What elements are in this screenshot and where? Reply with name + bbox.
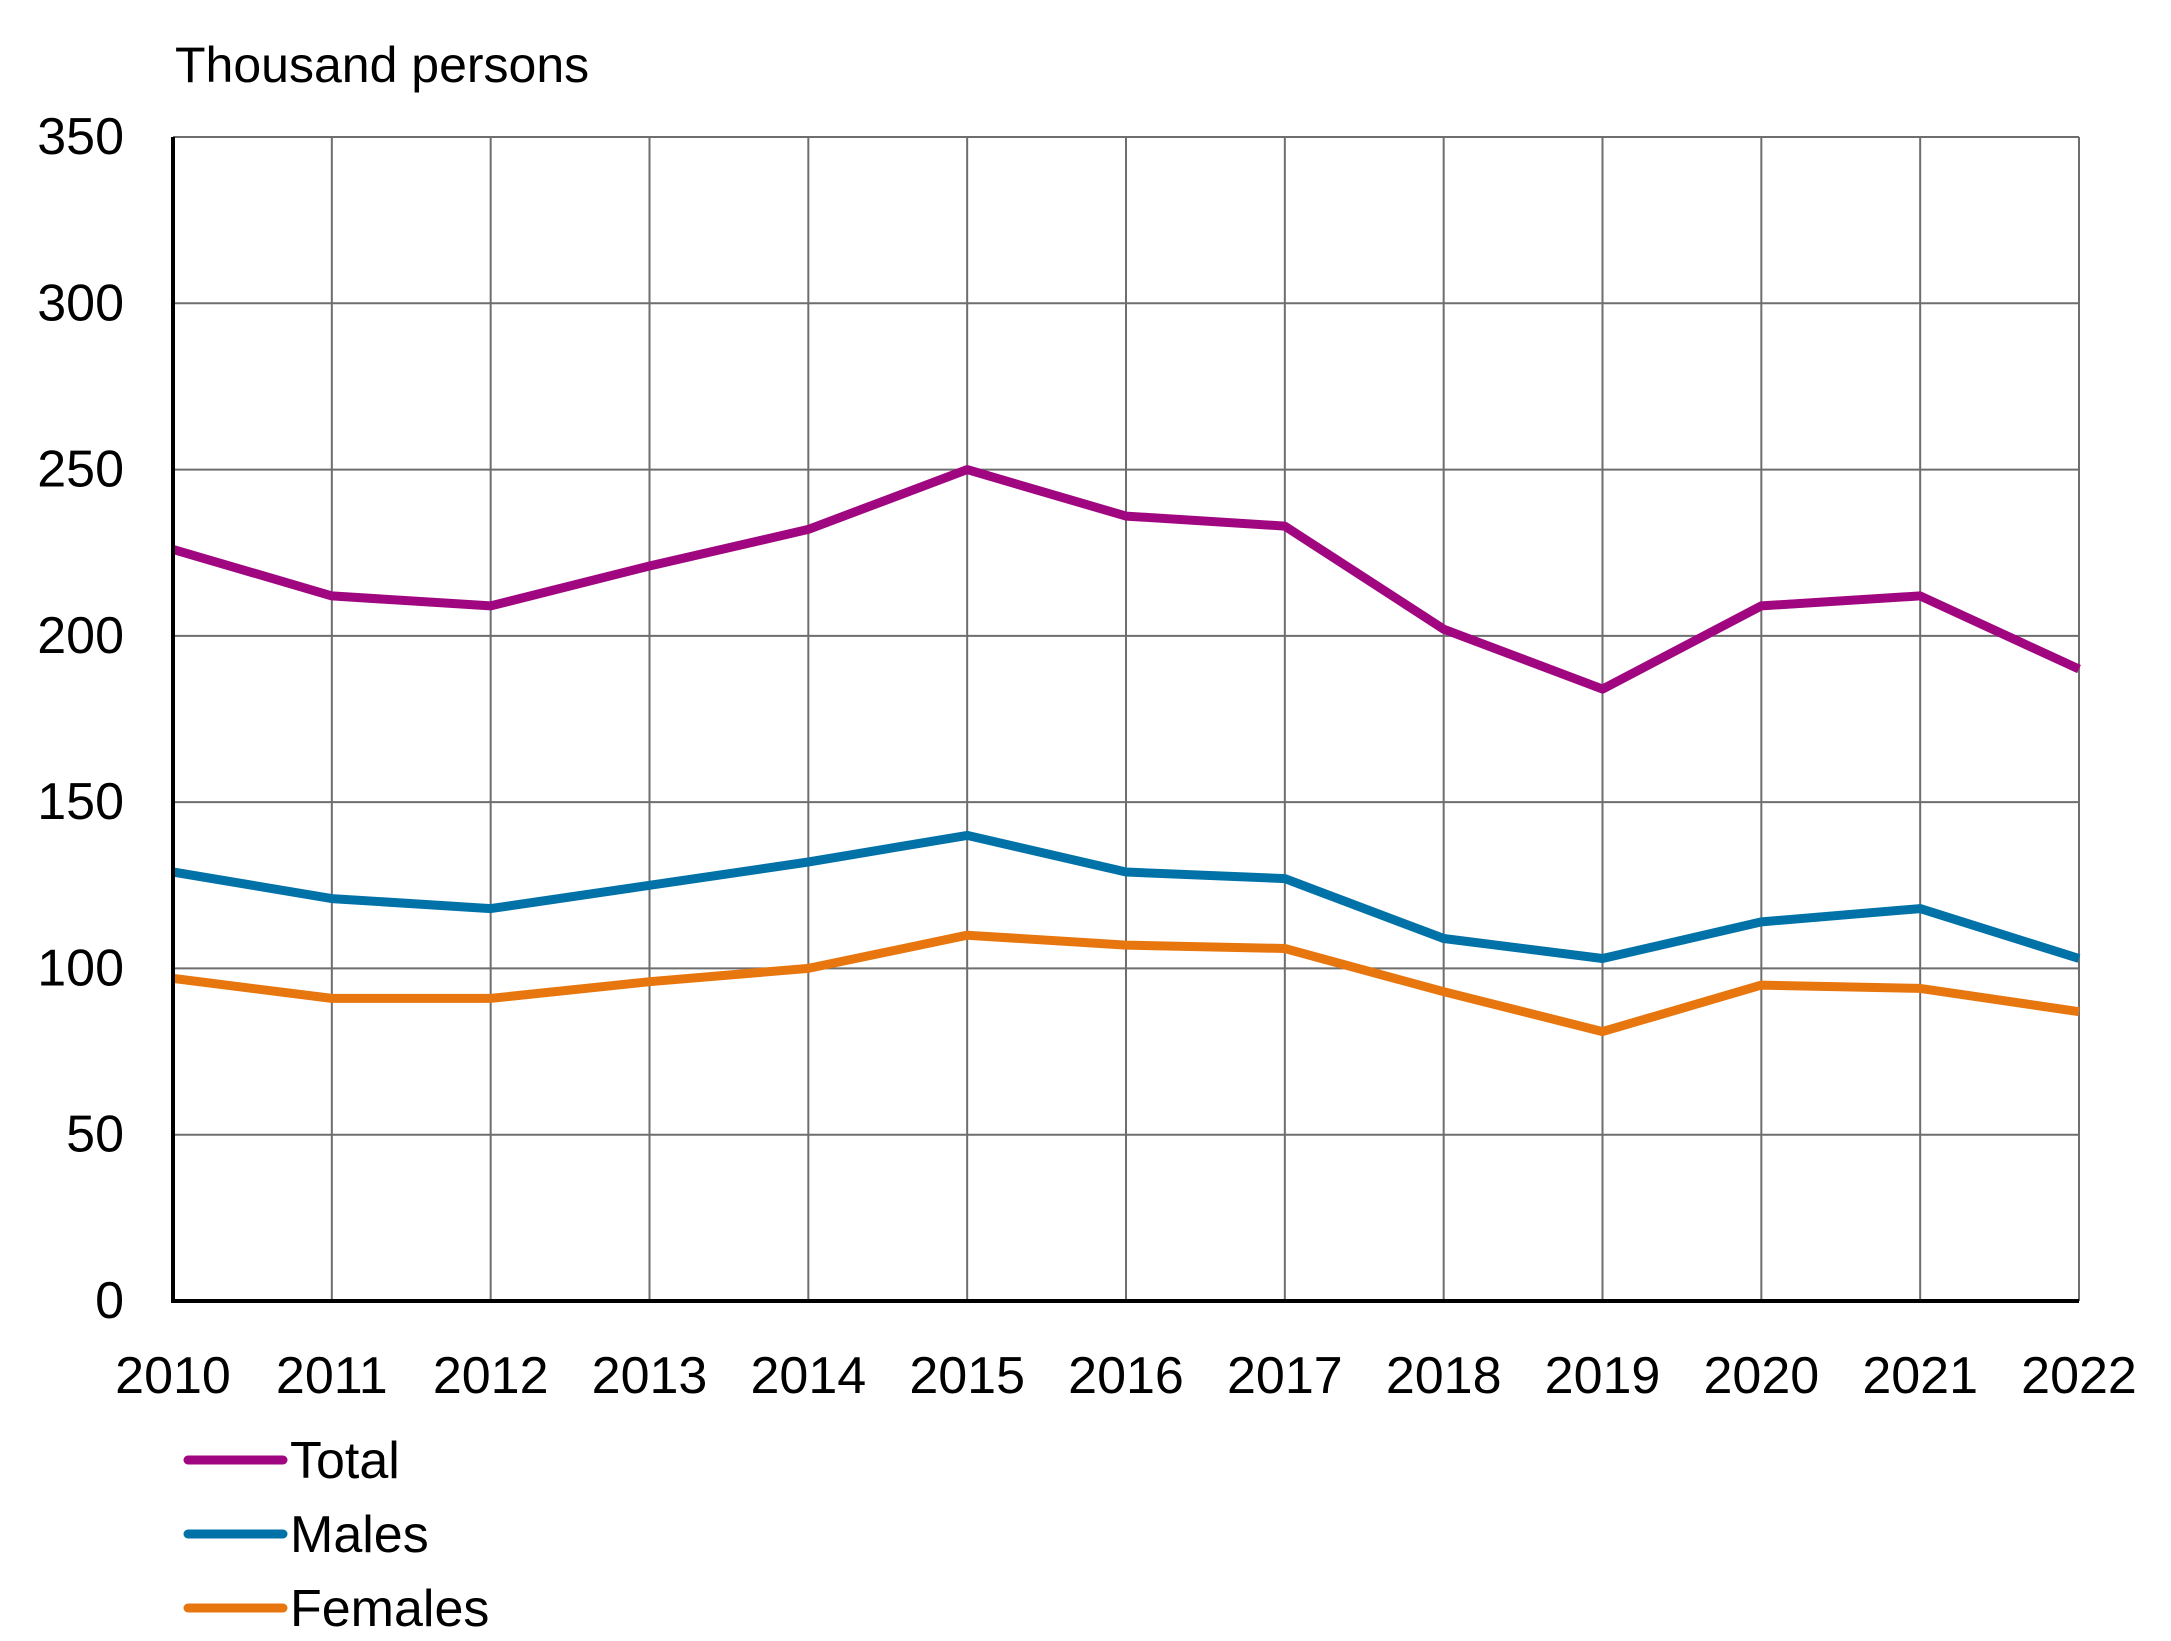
y-tick-label: 350 xyxy=(37,108,124,166)
x-tick-label: 2013 xyxy=(592,1347,708,1405)
legend-label: Females xyxy=(290,1580,489,1638)
x-tick-label: 2015 xyxy=(909,1347,1025,1405)
x-tick-label: 2012 xyxy=(433,1347,549,1405)
series-layer xyxy=(171,465,2081,1037)
y-axis-unit-label: Thousand persons xyxy=(175,37,589,93)
y-tick-label: 150 xyxy=(37,773,124,831)
x-axis-ticks: 2010 2011 2012 2013 2014 2015 2016 2017 2018 2019… xyxy=(115,1347,2137,1405)
series-line-males xyxy=(172,830,2081,963)
x-tick-label: 2022 xyxy=(2021,1347,2137,1405)
x-tick-label: 2017 xyxy=(1227,1347,1343,1405)
y-tick-label: 300 xyxy=(37,274,124,332)
y-tick-label: 50 xyxy=(66,1106,124,1164)
x-tick-label: 2021 xyxy=(1862,1347,1978,1405)
y-tick-label: 200 xyxy=(37,607,124,665)
legend: Total Males Females xyxy=(183,1432,489,1638)
legend-label: Males xyxy=(290,1506,429,1564)
x-tick-label: 2020 xyxy=(1703,1347,1819,1405)
y-tick-label: 100 xyxy=(37,939,124,997)
x-tick-label: 2018 xyxy=(1386,1347,1502,1405)
x-tick-label: 2016 xyxy=(1068,1347,1184,1405)
legend-item-males: Males xyxy=(183,1506,429,1564)
x-tick-label: 2014 xyxy=(750,1347,866,1405)
y-axis-ticks: 0 50 100 150 200 250 300 350 xyxy=(37,108,124,1330)
legend-item-total: Total xyxy=(183,1432,400,1490)
y-tick-label: 0 xyxy=(95,1272,124,1330)
axes xyxy=(171,137,2079,1303)
series-line-females xyxy=(172,930,2080,1037)
x-tick-label: 2019 xyxy=(1545,1347,1661,1405)
y-tick-label: 250 xyxy=(37,441,124,499)
series-line-total xyxy=(171,465,2081,694)
x-tick-label: 2010 xyxy=(115,1347,231,1405)
x-tick-label: 2011 xyxy=(276,1347,388,1405)
grid xyxy=(173,136,2080,1302)
legend-item-females: Females xyxy=(183,1580,489,1638)
legend-label: Total xyxy=(290,1432,400,1490)
